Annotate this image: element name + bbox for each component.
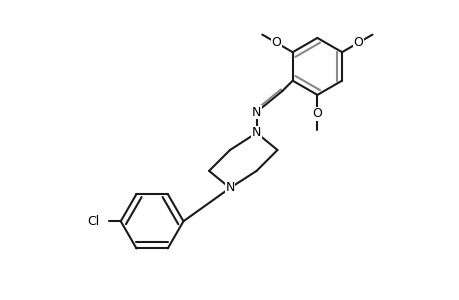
Text: N: N [225,182,234,194]
Text: N: N [252,106,261,118]
Text: O: O [312,107,322,120]
Text: O: O [271,36,280,49]
Text: N: N [252,126,261,140]
Text: Cl: Cl [87,215,100,228]
Text: O: O [353,36,363,49]
